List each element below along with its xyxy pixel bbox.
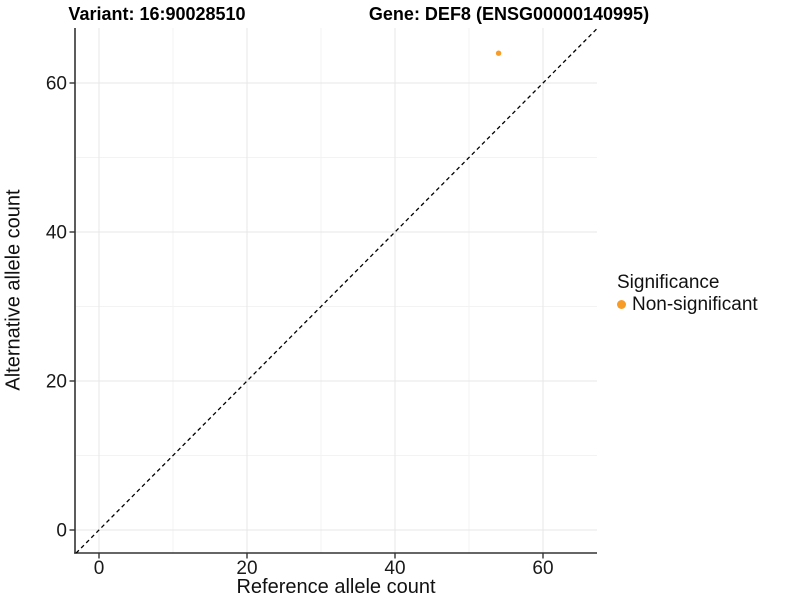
x-tick-label: 20	[236, 558, 257, 579]
y-tick-label: 60	[46, 74, 67, 95]
legend-item-label: Non-significant	[632, 294, 758, 315]
plot-title-gene: Gene: DEF8 (ENSG00000140995)	[368, 4, 650, 24]
legend-item-non-significant: Non-significant	[614, 294, 758, 315]
y-tick-label: 40	[46, 223, 67, 244]
y-tick-label: 0	[56, 521, 67, 542]
x-tick-label: 0	[94, 558, 105, 579]
plot-title-variant: Variant: 16:90028510	[68, 4, 246, 24]
identity-reference-line	[75, 28, 598, 554]
data-point	[495, 50, 502, 56]
circle-marker-icon	[617, 300, 626, 309]
y-tick-label: 20	[46, 372, 67, 393]
x-tick-label: 60	[532, 558, 553, 579]
legend-title: Significance	[617, 272, 720, 293]
legend: Significance Non-significant	[614, 272, 758, 315]
x-axis-title: Reference allele count	[236, 576, 436, 598]
x-tick-label: 40	[384, 558, 405, 579]
